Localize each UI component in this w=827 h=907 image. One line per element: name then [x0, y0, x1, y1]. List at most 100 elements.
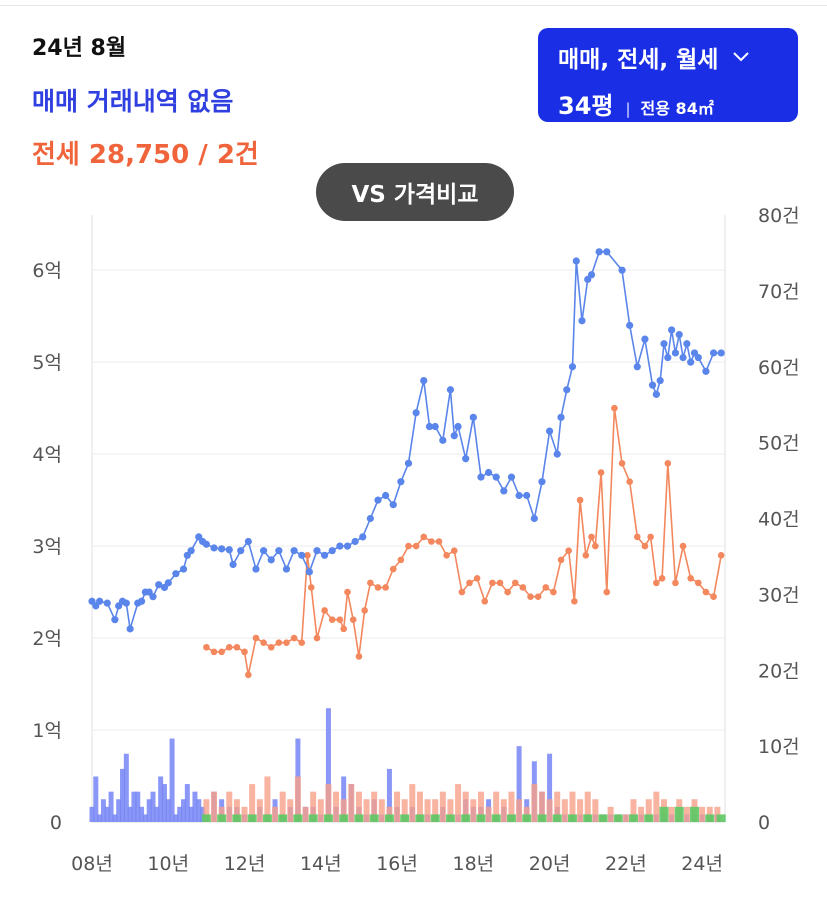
jeonse_volume-bar	[470, 799, 477, 822]
jeonse-point	[489, 579, 496, 587]
sale-point	[164, 579, 172, 587]
jeonse_volume-bar	[401, 799, 408, 822]
pyeong-label: 34평	[558, 92, 614, 120]
jeonse-point	[405, 542, 412, 550]
sale-point	[587, 271, 596, 279]
x-tick-label: 24년	[681, 853, 723, 875]
jeonse_volume-bar	[317, 799, 324, 822]
sale-point	[103, 599, 111, 607]
jeonse-point	[336, 616, 344, 623]
sale-point	[229, 560, 237, 569]
y-right-tick-label: 20건	[758, 660, 800, 682]
jeonse-point	[717, 551, 725, 559]
sale_volume-bar	[123, 753, 129, 822]
separator: |	[625, 100, 631, 118]
jeonse_volume-bar	[325, 784, 332, 822]
top-divider	[0, 5, 827, 6]
jeonse_volume-bar	[256, 799, 263, 822]
jeonse_volume-bar	[577, 799, 584, 822]
wolse_volume-bar	[522, 814, 532, 822]
y-right-tick-label: 70건	[758, 281, 800, 303]
price-volume-chart: 0 1억 2억 3억 4억 5억 6억 0 10건 20건 30건 40건 50건 60건 70건 80건 08…	[32, 205, 800, 875]
jeonse-price-line	[203, 404, 725, 679]
sale_volume-bar	[173, 814, 179, 822]
sale-point	[218, 545, 226, 553]
sale_volume-bar	[112, 814, 118, 822]
jeonse_volume-bar	[439, 791, 446, 822]
jeonse-point	[450, 547, 458, 554]
wolse_volume-bar	[278, 814, 288, 822]
y-left-tick-label: 2억	[32, 628, 62, 650]
jeonse_volume-bar	[371, 791, 378, 822]
deal-type-filter-button[interactable]: 매매, 전세, 월세 34평 | 전용 84㎡	[538, 28, 798, 122]
jeonse_volume-bar	[447, 799, 454, 822]
sale-point	[675, 330, 683, 339]
wolse_volume-bar	[232, 814, 242, 822]
sale_volume-bar	[161, 784, 167, 822]
jeonse-point	[420, 533, 428, 541]
x-tick-label: 22년	[605, 853, 647, 875]
sale-point	[252, 565, 260, 573]
jeonse-point	[603, 588, 611, 596]
wolse_volume-bar	[552, 814, 562, 822]
sale-point	[237, 547, 245, 555]
wolse_volume-bar	[445, 814, 455, 822]
sale-point	[126, 625, 134, 633]
jeonse_volume-bar	[302, 806, 309, 822]
jeonse-point	[588, 533, 595, 541]
jeonse_volume-bar	[561, 799, 568, 822]
sale-point	[477, 473, 485, 481]
jeonse_volume-bar	[203, 799, 210, 822]
jeonse_volume-bar	[683, 806, 690, 822]
jeonse_volume-bar	[584, 791, 591, 822]
sale-point	[530, 514, 538, 523]
jeonse-point	[618, 460, 626, 467]
jeonse-point	[397, 556, 405, 564]
jeonse-point	[225, 643, 233, 651]
jeonse-volume-bars	[203, 776, 721, 822]
jeonse_volume-bar	[294, 776, 301, 822]
jeonse_volume-bar	[653, 791, 660, 822]
wolse_volume-bar	[293, 814, 303, 822]
sale-point	[336, 542, 344, 550]
jeonse-point	[367, 579, 374, 587]
sale-point	[641, 335, 649, 343]
jeonse_volume-bar	[416, 791, 423, 822]
sale-point	[225, 546, 233, 554]
wolse_volume-bar	[217, 814, 227, 822]
sale_volume-bar	[150, 791, 156, 822]
sale-point	[343, 542, 352, 550]
jeonse-point	[361, 607, 368, 614]
jeonse_volume-bar	[378, 799, 385, 822]
jeonse-point	[218, 648, 225, 656]
wolse_volume-bar	[598, 814, 608, 822]
sale-point	[664, 353, 672, 362]
x-tick-label: 18년	[452, 853, 494, 875]
jeonse_volume-bar	[699, 806, 706, 822]
jeonse_volume-bar	[226, 791, 233, 822]
jeonse_volume-bar	[272, 806, 279, 822]
jeonse_volume-bar	[340, 799, 347, 822]
jeonse_volume-bar	[409, 784, 416, 822]
jeonse_volume-bar	[569, 791, 576, 822]
jeonse_volume-bar	[477, 791, 484, 822]
sale-point	[568, 363, 577, 371]
sale_volume-bar	[97, 814, 103, 822]
filter-row-deal-types: 매매, 전세, 월세	[558, 40, 798, 74]
jeonse_volume-bar	[645, 799, 652, 822]
vs-compare-button[interactable]: VS 가격비교	[316, 163, 514, 221]
chevron-down-icon	[732, 47, 750, 68]
sale_volume-bar	[325, 708, 331, 822]
wolse_volume-bar	[354, 814, 364, 822]
jeonse_volume-bar	[333, 791, 340, 822]
filter-row-size: 34평 | 전용 84㎡	[558, 86, 798, 121]
sale-point	[687, 358, 695, 366]
jeonse-point	[328, 616, 336, 623]
sale_volume-bar	[386, 768, 392, 822]
jeonse-point	[702, 588, 710, 596]
wolse_volume-bar	[430, 814, 440, 822]
jeonse-point	[626, 478, 633, 486]
jeonse_volume-bar	[462, 791, 469, 822]
jeonse-point	[679, 542, 687, 550]
sale_volume-bar	[169, 738, 175, 822]
